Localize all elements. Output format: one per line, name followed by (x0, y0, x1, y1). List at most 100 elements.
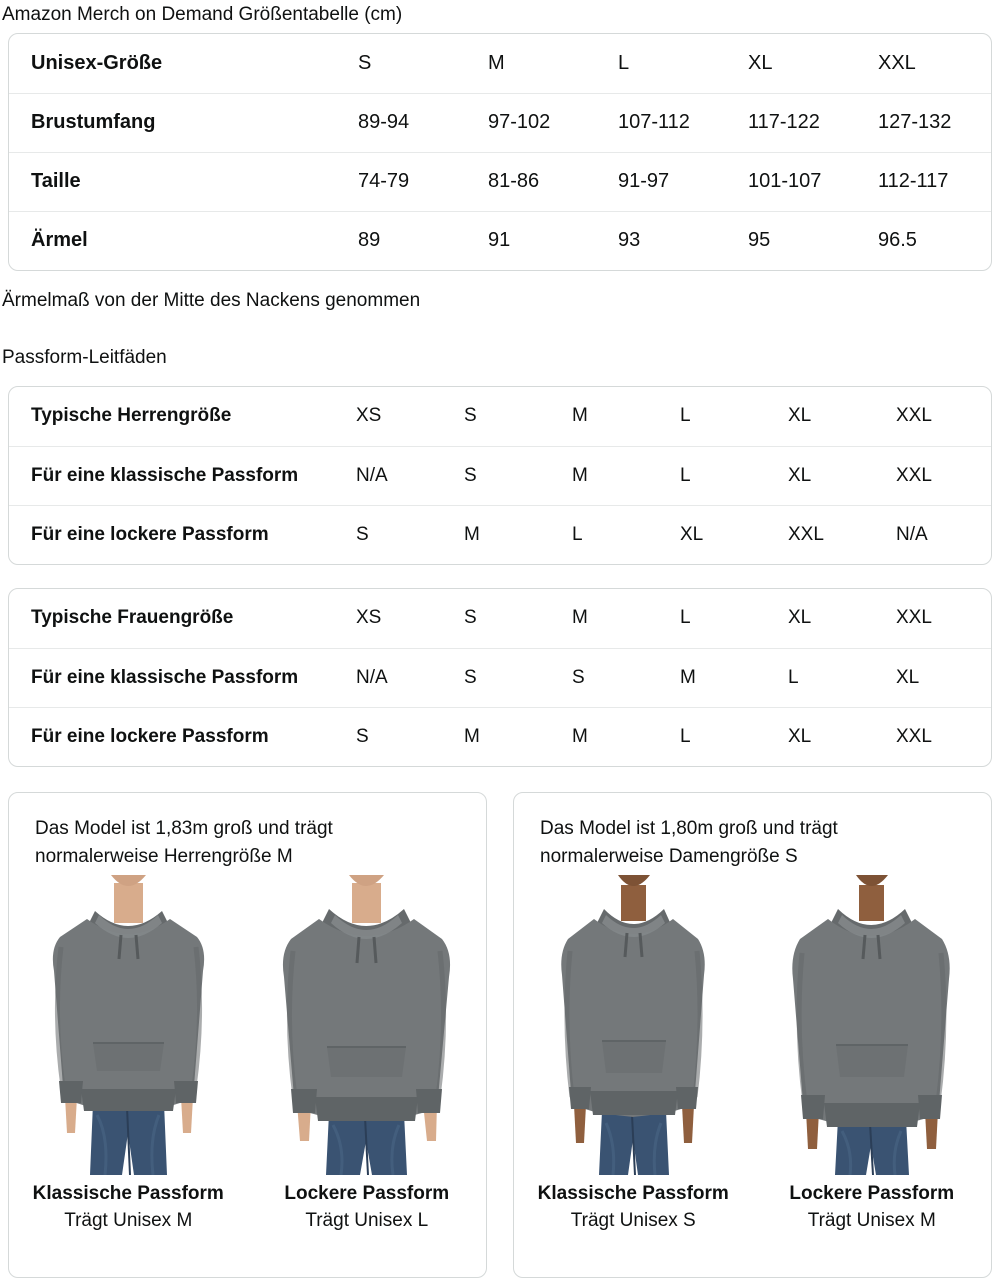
table-cell: 117-122 (746, 92, 876, 152)
fit-row-label: Für eine lockere Passform (9, 706, 354, 766)
table-cell: M (570, 706, 678, 766)
wears-label: Trägt Unisex M (807, 1210, 936, 1231)
table-cell: S (354, 706, 462, 766)
table-cell: M (462, 706, 570, 766)
table-cell: XXL (894, 445, 991, 505)
womens-figure-row (514, 875, 991, 1175)
caption-classic-fit: Klassische Passform Trägt Unisex S (514, 1175, 753, 1235)
male-model-relaxed-fit (259, 875, 475, 1175)
table-cell: XS (356, 405, 382, 427)
table-cell: N/A (354, 445, 462, 505)
table-cell: L (570, 504, 678, 564)
wears-label: Trägt Unisex S (570, 1210, 696, 1231)
fit-row-label: Für eine klassische Passform (9, 445, 354, 505)
fit-label: Lockere Passform (789, 1183, 955, 1204)
table-cell: XL (788, 405, 812, 427)
table-row: Für eine klassische Passform N/A S S M L… (9, 647, 991, 707)
fit-label: Klassische Passform (537, 1183, 729, 1204)
wears-label: Trägt Unisex L (305, 1210, 429, 1231)
womens-caption-row: Klassische Passform Trägt Unisex S Locke… (514, 1175, 991, 1235)
table-cell: L (678, 706, 786, 766)
table-cell: XXL (786, 504, 894, 564)
mens-model-note: Das Model ist 1,83m groß und trägt norma… (35, 818, 333, 867)
fit-label: Lockere Passform (284, 1183, 450, 1204)
table-cell: XL (786, 445, 894, 505)
table-cell: XL (788, 607, 812, 629)
caption-relaxed-fit: Lockere Passform Trägt Unisex M (753, 1175, 992, 1235)
table-row: Taille 74-79 81-86 91-97 101-107 112-117 (9, 151, 991, 211)
mens-model-card: Das Model ist 1,83m groß und trägt norma… (8, 792, 487, 1278)
womens-model-note: Das Model ist 1,80m groß und trägt norma… (540, 818, 838, 867)
table-cell: 127-132 (876, 92, 991, 152)
table-cell: S (462, 647, 570, 707)
table-cell: 91 (486, 210, 616, 270)
table-cell: 91-97 (616, 151, 746, 211)
table-row: Ärmel 89 91 93 95 96.5 (9, 210, 991, 270)
mens-figure-row (9, 875, 486, 1175)
table-cell: XXL (894, 706, 991, 766)
size-table-col-xxl: XXL (878, 51, 916, 74)
fit-guides-heading: Passform-Leitfäden (2, 347, 167, 368)
fit-label: Klassische Passform (32, 1183, 224, 1204)
table-cell: S (570, 647, 678, 707)
table-cell: 89-94 (356, 92, 486, 152)
fit-row-label: Für eine lockere Passform (9, 504, 354, 564)
fit-row-label: Typische Frauengröße (31, 607, 234, 629)
table-cell: M (678, 647, 786, 707)
table-cell: XXL (896, 607, 932, 629)
table-row: Brustumfang 89-94 97-102 107-112 117-122… (9, 92, 991, 152)
table-cell: XL (786, 706, 894, 766)
table-row-header: Typische Frauengröße XS S M L XL XXL (9, 589, 991, 648)
female-model-relaxed-fit (764, 875, 980, 1175)
table-cell: 81-86 (486, 151, 616, 211)
size-table-col-m: M (488, 51, 505, 74)
size-table-row-label: Brustumfang (9, 92, 356, 152)
mens-fit-guide-table: Typische Herrengröße XS S M L XL XXL Für… (8, 386, 992, 565)
table-cell: N/A (894, 504, 991, 564)
womens-model-card: Das Model ist 1,80m groß und trägt norma… (513, 792, 992, 1278)
table-cell: XL (678, 504, 786, 564)
size-table-col-l: L (618, 51, 630, 74)
male-model-classic-fit (20, 875, 236, 1175)
table-cell: S (464, 607, 477, 629)
table-cell: L (678, 445, 786, 505)
size-table-row-label: Taille (9, 151, 356, 211)
table-row-header: Typische Herrengröße XS S M L XL XXL (9, 387, 991, 446)
fit-row-label: Für eine klassische Passform (9, 647, 354, 707)
table-cell: 74-79 (356, 151, 486, 211)
table-row-header: Unisex-Größe S M L XL XXL (9, 34, 991, 93)
page-title: Amazon Merch on Demand Größentabelle (cm… (2, 4, 403, 25)
table-cell: 89 (356, 210, 486, 270)
size-table-col-s: S (358, 51, 372, 74)
size-table-row-label: Unisex-Größe (31, 51, 163, 74)
table-cell: S (354, 504, 462, 564)
mens-caption-row: Klassische Passform Trägt Unisex M Locke… (9, 1175, 486, 1235)
size-table-row-label: Ärmel (9, 210, 356, 270)
caption-classic-fit: Klassische Passform Trägt Unisex M (9, 1175, 248, 1235)
table-row: Für eine klassische Passform N/A S M L X… (9, 445, 991, 505)
table-cell: 101-107 (746, 151, 876, 211)
table-cell: M (570, 445, 678, 505)
table-cell: XXL (896, 405, 932, 427)
table-cell: L (680, 405, 691, 427)
size-table-col-xl: XL (748, 51, 773, 74)
womens-fit-guide-table: Typische Frauengröße XS S M L XL XXL Für… (8, 588, 992, 767)
table-cell: XL (894, 647, 991, 707)
table-cell: M (572, 607, 588, 629)
table-cell: L (786, 647, 894, 707)
table-cell: 95 (746, 210, 876, 270)
table-cell: 107-112 (616, 92, 746, 152)
table-cell: S (462, 445, 570, 505)
table-cell: M (572, 405, 588, 427)
unisex-size-table: Unisex-Größe S M L XL XXL Brustumfang 89… (8, 33, 992, 271)
table-cell: L (680, 607, 691, 629)
wears-label: Trägt Unisex M (64, 1210, 193, 1231)
female-model-classic-fit (525, 875, 741, 1175)
table-cell: 97-102 (486, 92, 616, 152)
table-cell: M (462, 504, 570, 564)
table-row: Für eine lockere Passform S M L XL XXL N… (9, 504, 991, 564)
table-cell: N/A (354, 647, 462, 707)
table-cell: 96.5 (876, 210, 991, 270)
table-cell: S (464, 405, 477, 427)
